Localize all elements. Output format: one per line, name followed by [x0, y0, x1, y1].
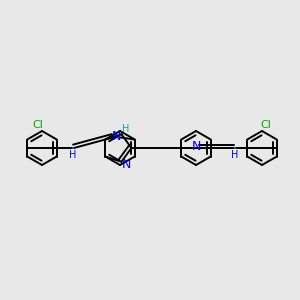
Text: H: H	[69, 150, 77, 160]
Text: H: H	[122, 124, 129, 134]
Text: N: N	[192, 140, 201, 154]
Text: N: N	[112, 130, 122, 143]
Text: Cl: Cl	[33, 120, 44, 130]
Text: N: N	[122, 158, 131, 171]
Text: H: H	[231, 150, 239, 160]
Text: Cl: Cl	[261, 120, 272, 130]
